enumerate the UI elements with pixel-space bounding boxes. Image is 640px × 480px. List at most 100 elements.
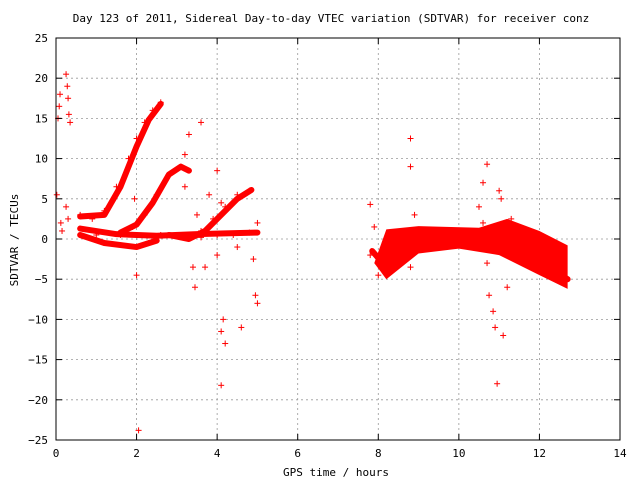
data-point <box>189 264 196 271</box>
x-tick-label: 4 <box>214 447 221 460</box>
data-point <box>411 211 418 218</box>
data-point <box>395 244 402 251</box>
data-point <box>492 324 499 331</box>
data-point <box>101 207 108 214</box>
data-point <box>206 191 213 198</box>
data-point <box>246 229 253 236</box>
data-point <box>484 260 491 267</box>
data-point <box>508 215 515 222</box>
data-point <box>238 324 245 331</box>
data-point <box>383 260 390 267</box>
data-point <box>484 161 491 168</box>
data-point <box>117 231 124 238</box>
data-point <box>198 227 205 234</box>
x-axis-ticks: 0 2 4 6 8 10 12 14 <box>53 38 627 460</box>
data-point <box>230 231 237 238</box>
data-point <box>133 272 140 279</box>
data-point <box>57 91 64 98</box>
data-point <box>407 163 414 170</box>
data-point <box>496 187 503 194</box>
data-point <box>544 272 551 279</box>
data-point <box>480 179 487 186</box>
data-point <box>141 119 148 126</box>
data-point <box>480 219 487 226</box>
y-tick-label: 25 <box>35 32 48 45</box>
data-point <box>528 264 535 271</box>
data-point <box>165 171 172 178</box>
chart-title: Day 123 of 2011, Sidereal Day-to-day VTE… <box>73 12 590 25</box>
data-point <box>181 183 188 190</box>
data-point <box>185 231 192 238</box>
data-track <box>117 163 192 236</box>
data-band <box>374 218 568 289</box>
data-point <box>113 183 120 190</box>
data-track <box>77 231 160 251</box>
data-point <box>125 155 132 162</box>
data-point <box>56 103 63 110</box>
data-point <box>254 219 261 226</box>
y-tick-label: −20 <box>28 394 48 407</box>
y-tick-label: 20 <box>35 72 48 85</box>
data-point <box>59 227 66 234</box>
data-point <box>210 215 217 222</box>
y-tick-label: −25 <box>28 434 48 447</box>
data-point <box>214 167 221 174</box>
data-point <box>371 223 378 230</box>
data-point <box>250 256 257 263</box>
data-cloud-layer <box>77 100 571 289</box>
data-point <box>185 131 192 138</box>
data-point <box>198 234 205 241</box>
data-point <box>157 231 164 238</box>
y-tick-label: 0 <box>41 233 48 246</box>
data-point <box>129 223 136 230</box>
data-point <box>141 211 148 218</box>
y-tick-label: 15 <box>35 112 48 125</box>
data-point <box>135 427 142 434</box>
x-tick-label: 6 <box>294 447 301 460</box>
data-point <box>198 119 205 126</box>
data-track <box>165 186 255 242</box>
y-tick-label: 10 <box>35 153 48 166</box>
data-points <box>53 71 567 434</box>
x-tick-label: 10 <box>452 447 465 460</box>
data-point <box>218 382 225 389</box>
data-point <box>53 191 60 198</box>
data-point <box>145 240 152 247</box>
data-point <box>476 203 482 210</box>
data-point <box>222 203 229 210</box>
data-point <box>65 111 72 118</box>
data-point <box>157 99 164 106</box>
y-axis-ticks: 25 20 15 10 5 0 −5 −10 −15 −20 −25 <box>28 32 620 447</box>
data-point <box>560 280 567 287</box>
data-point <box>367 201 374 208</box>
y-tick-label: −5 <box>35 273 48 286</box>
x-tick-label: 14 <box>613 447 627 460</box>
data-point <box>407 264 414 271</box>
data-point <box>218 328 225 335</box>
data-point <box>375 272 382 279</box>
data-point <box>234 244 241 251</box>
data-point <box>181 151 188 158</box>
data-point <box>131 195 138 202</box>
data-point <box>202 264 209 271</box>
y-tick-label: 5 <box>41 193 48 206</box>
data-point <box>500 332 507 339</box>
data-point <box>64 83 71 90</box>
data-point <box>177 163 184 170</box>
data-point <box>149 107 156 114</box>
x-tick-label: 2 <box>133 447 140 460</box>
y-axis-label: SDTVAR / TECUs <box>8 194 21 287</box>
data-point <box>63 71 70 78</box>
data-point <box>504 284 511 291</box>
data-point <box>486 292 493 299</box>
data-point <box>77 211 84 218</box>
data-point <box>89 215 96 222</box>
data-point <box>252 292 259 299</box>
data-point <box>516 248 523 255</box>
data-point <box>427 236 434 242</box>
data-point <box>194 211 200 218</box>
data-point <box>67 119 74 126</box>
data-point <box>407 135 414 142</box>
data-point <box>498 195 505 202</box>
y-tick-label: −15 <box>28 354 48 367</box>
